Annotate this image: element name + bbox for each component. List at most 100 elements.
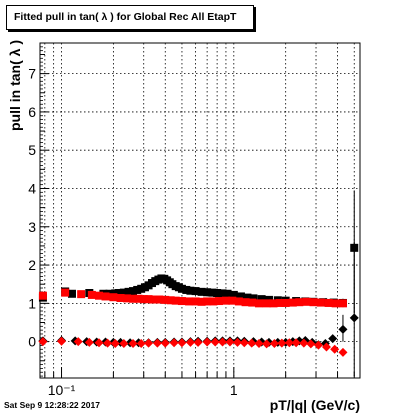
data-point-square — [275, 298, 284, 307]
data-point-diamond — [338, 324, 348, 334]
data-point-diamond — [239, 338, 249, 348]
y-tick-label: 3 — [28, 219, 36, 235]
data-point-diamond — [218, 337, 228, 347]
data-point-square — [197, 287, 206, 296]
data-point-square — [203, 288, 212, 297]
data-point-diamond — [291, 338, 301, 348]
data-point-square — [228, 296, 237, 305]
x-tick-label: 1 — [230, 382, 238, 398]
y-tick-label: 2 — [28, 257, 36, 273]
data-point-square — [214, 297, 223, 306]
data-point-square — [87, 290, 96, 299]
y-axis-label: pull in tan( λ ) — [7, 40, 23, 131]
data-point-square — [208, 288, 217, 297]
data-point-diamond — [210, 337, 220, 347]
data-point-diamond — [202, 337, 212, 347]
data-point-square — [257, 295, 266, 304]
data-point-square — [61, 288, 70, 297]
data-point-diamond — [349, 313, 359, 323]
data-point-diamond — [321, 342, 331, 352]
data-point-diamond — [185, 337, 195, 347]
data-point-square — [218, 289, 227, 298]
data-point-square — [269, 299, 278, 308]
data-point-square — [229, 290, 238, 299]
data-point-square — [119, 288, 128, 297]
data-point-square — [209, 297, 218, 306]
data-point-square — [185, 297, 194, 306]
data-point-diamond — [269, 339, 279, 349]
data-point-square — [243, 293, 252, 302]
data-point-square — [161, 295, 170, 304]
y-tick-label: 5 — [28, 142, 36, 158]
data-point-diamond — [128, 339, 138, 349]
data-point-square — [129, 294, 138, 303]
data-point-diamond — [284, 338, 294, 348]
y-tick-label: 1 — [28, 295, 36, 311]
y-tick-label: 6 — [28, 104, 36, 120]
data-point-square — [191, 297, 200, 306]
data-point-diamond — [160, 338, 170, 348]
data-point-square — [94, 291, 103, 300]
plot-frame — [39, 42, 361, 379]
data-point-square — [191, 287, 200, 296]
data-point-square — [262, 299, 271, 308]
data-point-square — [281, 298, 290, 307]
data-point-diamond — [38, 337, 48, 347]
data-point-diamond — [299, 338, 309, 348]
data-point-diamond — [177, 338, 187, 348]
data-point-diamond — [232, 337, 242, 347]
data-point-square — [114, 289, 123, 298]
data-point-square — [123, 294, 132, 303]
data-point-diamond — [328, 334, 338, 344]
data-point-diamond — [247, 338, 257, 348]
data-point-square — [186, 286, 195, 295]
data-point-square — [129, 287, 138, 296]
data-point-square — [288, 298, 297, 307]
data-point-diamond — [277, 338, 287, 348]
data-point-diamond — [84, 337, 94, 347]
x-tick-label: 10⁻¹ — [48, 382, 76, 398]
data-point-square — [38, 291, 47, 300]
data-point-square — [77, 290, 86, 299]
data-point-square — [134, 294, 143, 303]
data-point-diamond — [119, 339, 129, 349]
data-point-square — [67, 289, 76, 298]
data-markers — [38, 243, 359, 357]
data-point-diamond — [57, 336, 67, 346]
data-point-square — [144, 295, 153, 304]
data-point-square — [309, 298, 318, 307]
data-point-diamond — [94, 338, 104, 348]
data-point-square — [171, 296, 180, 305]
data-point-square — [241, 298, 250, 307]
data-point-square — [116, 293, 125, 302]
data-point-square — [139, 295, 148, 304]
data-point-square — [177, 284, 186, 293]
data-point-square — [236, 292, 245, 301]
y-tick-label: 0 — [28, 334, 36, 350]
data-point-square — [316, 298, 325, 307]
data-point-diamond — [110, 339, 120, 349]
data-point-diamond — [330, 344, 340, 354]
data-point-square — [166, 296, 175, 305]
data-point-square — [254, 299, 263, 308]
data-point-diamond — [254, 339, 264, 349]
data-point-square — [350, 243, 359, 252]
data-point-diamond — [306, 339, 316, 349]
data-point-square — [109, 293, 118, 302]
data-point-square — [223, 289, 232, 298]
data-point-diamond — [73, 337, 83, 347]
data-point-square — [149, 295, 158, 304]
data-point-square — [197, 297, 206, 306]
error-bars — [342, 190, 355, 377]
data-point-diamond — [193, 337, 203, 347]
y-tick-label: 4 — [28, 180, 36, 196]
data-point-square — [101, 292, 110, 301]
data-point-square — [331, 299, 340, 308]
x-axis-label: pT/|q| (GeV/c) — [270, 397, 360, 413]
data-point-square — [177, 297, 186, 306]
timestamp: Sat Sep 9 12:28:22 2017 — [4, 400, 100, 410]
axis-ticks: 0 1 2 3 4 5 6 7 10⁻¹ 1 — [28, 42, 355, 398]
data-point-square — [302, 297, 311, 306]
data-point-diamond — [313, 340, 323, 350]
